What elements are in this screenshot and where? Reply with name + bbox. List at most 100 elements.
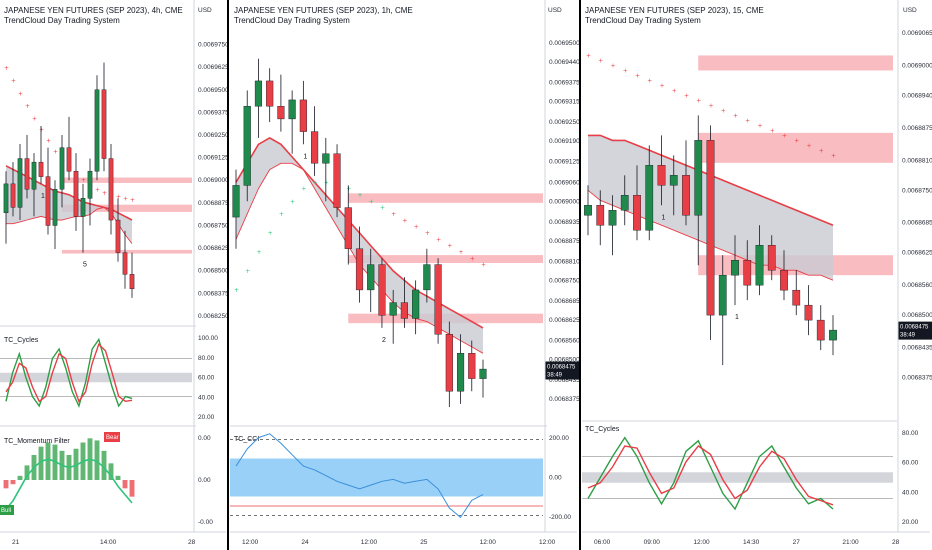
panel-1-candle-body (52, 189, 58, 226)
panel-2-y-tick: 0.0069000 (549, 198, 580, 205)
panel-1-title: JAPANESE YEN FUTURES (SEP 2023), 4h, CME (4, 6, 183, 15)
panel-3-indicator-tick: 20.00 (902, 519, 919, 526)
panel-3-stop-mark: + (647, 77, 652, 84)
panel-3-stop-mark: + (684, 92, 689, 99)
panel-2-price-tag-box (545, 361, 579, 380)
panel-2-stop-mark: + (414, 224, 419, 231)
panel-3-stop-mark: + (623, 67, 628, 74)
panel-1-y-tick: 0.0068875 (198, 200, 229, 207)
panel-2-annotation: 2 (382, 337, 386, 344)
panel-2-candle-body (277, 106, 285, 120)
panel-1-cloud (6, 165, 132, 244)
panel-2-indicator-tick: -200.00 (549, 514, 571, 521)
panel-3-indicator-tick: 60.00 (902, 460, 919, 467)
panel-3-x-tick: 09:00 (644, 539, 661, 546)
panel-1-stop-mark: + (123, 195, 128, 202)
panel-1-stop-mark: + (102, 190, 107, 197)
panel-1-bull-badge: Bull (1, 508, 11, 514)
panel-3-x-tick: 27 (793, 539, 801, 546)
panel-2-candle-body (423, 264, 431, 291)
panel-1-y-tick: 0.0069250 (198, 132, 229, 139)
panel-3-candle-body (829, 329, 837, 341)
panel-3-candle-body (731, 260, 739, 276)
panel-1-candle-body (31, 161, 37, 190)
panel-2-candle-body (288, 99, 296, 120)
panel-3-candle-body (584, 205, 592, 216)
panel-1-y-tick: 0.0068750 (198, 222, 229, 229)
panel-1-y-tick: 0.0069500 (198, 87, 229, 94)
panel-1-zone (62, 204, 192, 212)
panel-1-y-tick: 0.0069750 (198, 42, 229, 49)
panel-1-candle-body (24, 158, 30, 190)
panel-2-stop-mark: + (459, 249, 464, 256)
panel-3-cycles-band (582, 472, 893, 483)
panel-3-x-tick: 28 (892, 539, 900, 546)
panel-3-candle-body (645, 165, 654, 231)
panel-3-stop-mark: + (709, 102, 714, 109)
panel-3-stop-mark: + (733, 112, 738, 119)
panel-1-indicator-tick: 0.00 (198, 477, 211, 484)
panel-3-candle-body (743, 260, 752, 286)
panel-1-y-tick: 0.0068250 (198, 313, 229, 320)
panel-2-stop-mark: + (358, 192, 363, 199)
panel-2-y-tick: 0.0068810 (549, 258, 580, 265)
panel-3-price-tag-time: 38:49 (900, 333, 916, 339)
panel-2-candle-body (243, 106, 251, 186)
panel-3-candle-body (682, 175, 690, 216)
panel-1-y-tick: 0.0069375 (198, 109, 229, 116)
panel-2-candle-body (378, 264, 386, 316)
panel-1-momentum-bar (122, 480, 128, 489)
panel-1-momentum-bar (101, 450, 107, 480)
panel-2-stop-mark: + (324, 179, 329, 186)
panel-3-annotation: 1 (735, 314, 739, 321)
panel-1-candle-body (38, 161, 44, 177)
panel-1-momentum-bar (115, 475, 121, 480)
panel-1-y-tick: 0.0069625 (198, 64, 229, 71)
panel-2-candle-body (434, 264, 442, 335)
panel-1-candle-body (122, 252, 128, 275)
panel-1-zone (62, 249, 192, 254)
panel-3-candle-body (816, 319, 825, 341)
panel-2-stop-mark: + (380, 205, 385, 212)
panel-2-candle-body (468, 353, 476, 379)
panel-3-y-tick: 0.0069065 (902, 30, 932, 37)
panel-2-y-tick: 0.0068435 (549, 377, 580, 384)
panel-1-candle-body (10, 183, 16, 208)
panel-3-stop-mark: + (794, 137, 799, 144)
panel-1-y-tick: 0.0068500 (198, 268, 229, 275)
panel-2-stop-mark: + (234, 287, 239, 294)
panel-1-stop-mark: + (18, 90, 23, 97)
panel-3-y-tick: 0.0068875 (902, 125, 932, 132)
panel-2-stop-mark: + (481, 262, 486, 269)
panel-2-zone (348, 255, 543, 263)
panel-1-candle-body (129, 274, 135, 290)
panel-1-momentum-bar (3, 480, 9, 489)
panel-3-y-tick: 0.0068375 (902, 375, 932, 382)
panel-1-stop-mark: + (81, 177, 86, 184)
panel-3-currency: USD (903, 7, 917, 14)
panel-2-stop-mark: + (256, 249, 261, 256)
panel-1-bear-badge-box (104, 432, 120, 442)
panel-2-x-tick: 12:00 (361, 539, 378, 546)
panel-1-cycles-band (0, 372, 192, 383)
panel-1-stop-mark: + (46, 137, 51, 144)
panel-1-cycles-title: TC_Cycles (4, 337, 39, 344)
panel-2-y-tick: 0.0068500 (549, 357, 580, 364)
panel-2-candle-body (412, 289, 420, 319)
panel-1-momentum-bar (52, 444, 58, 480)
panel-3-candle-body (633, 195, 641, 231)
panel-3-stop-mark: + (598, 57, 603, 64)
panel-1-momentum-bar (24, 465, 30, 480)
panel-1-stop-mark: + (4, 65, 9, 72)
panel-2-y-tick: 0.0068750 (549, 277, 580, 284)
panel-1-indicator-tick: 20.00 (198, 414, 215, 421)
panel-3-stop-mark: + (831, 152, 836, 159)
panel-1-candle-body (45, 176, 51, 226)
panel-3-candle-body (608, 210, 617, 226)
panel-2-y-tick: 0.0069315 (549, 99, 580, 106)
panel-2-stop-mark: + (402, 217, 407, 224)
panel-1-stop-mark: + (130, 197, 135, 204)
panel-2-stop-mark: + (436, 236, 441, 243)
panel-1-momentum-bar (73, 448, 79, 480)
